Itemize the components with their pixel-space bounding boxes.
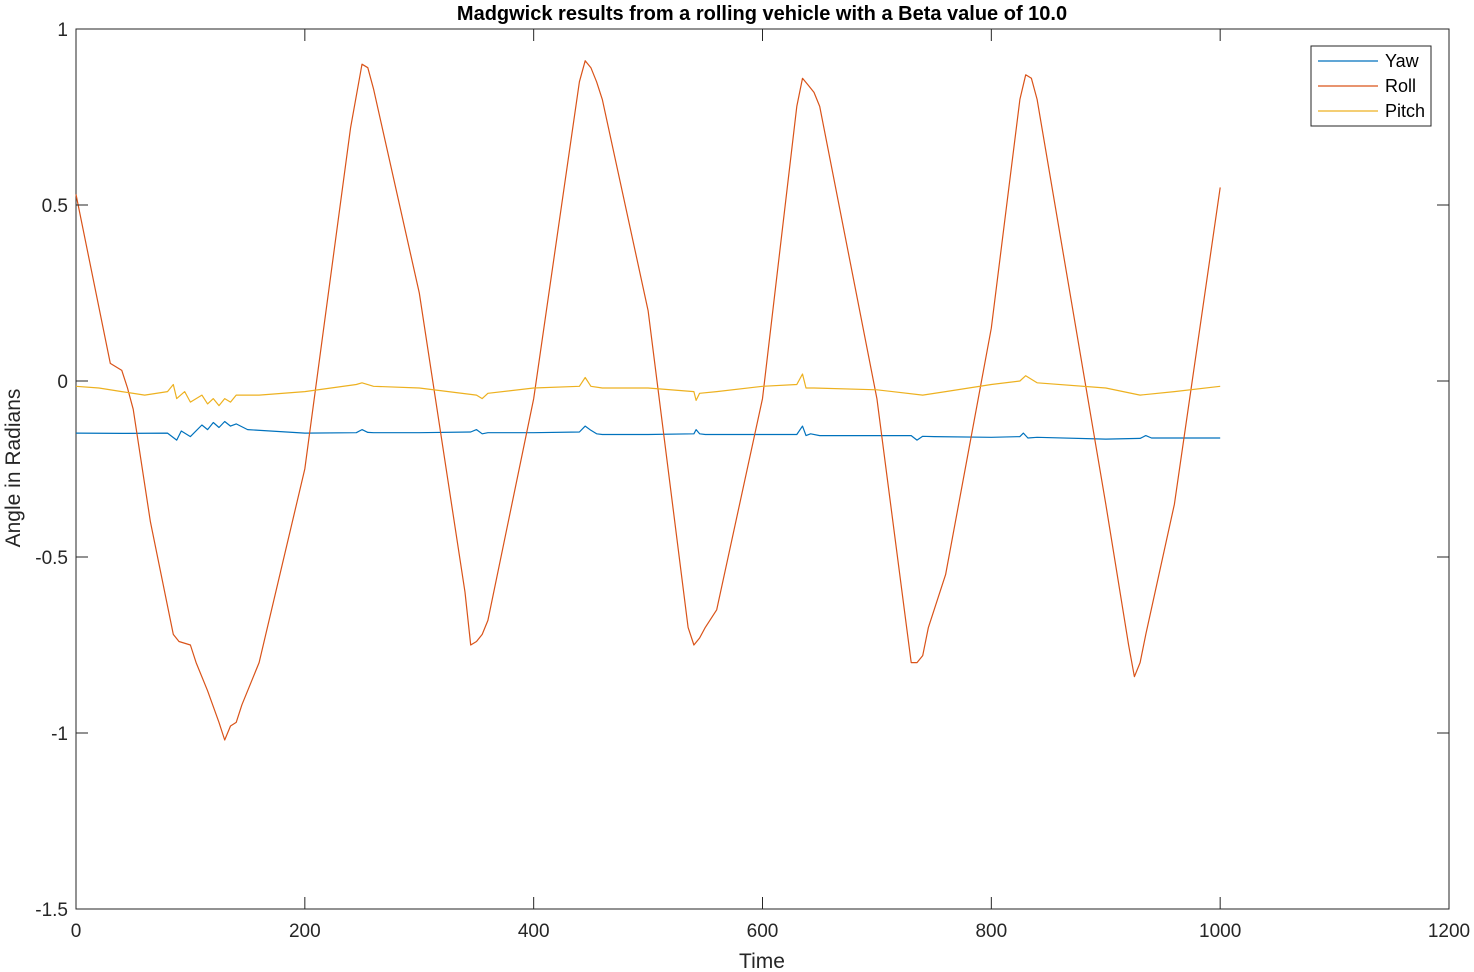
x-tick-label: 0	[71, 921, 82, 942]
series-line-pitch	[75, 373, 1221, 407]
x-tick-label: 600	[747, 921, 779, 942]
plot-area	[75, 28, 1450, 910]
series-layer	[75, 60, 1221, 741]
series-line-yaw	[75, 420, 1221, 441]
y-tick-label: -1	[51, 724, 68, 745]
x-tick-label: 1000	[1199, 921, 1241, 942]
x-tick-label: 800	[975, 921, 1007, 942]
chart-title: Madgwick results from a rolling vehicle …	[457, 3, 1067, 25]
x-tick-label: 1200	[1428, 921, 1470, 942]
series-line-roll	[75, 60, 1221, 741]
legend-label-pitch: Pitch	[1385, 101, 1425, 121]
x-tick-label: 200	[289, 921, 321, 942]
y-tick-label: 0	[57, 372, 68, 393]
x-tick-label: 400	[518, 921, 550, 942]
y-tick-label: 0.5	[42, 196, 68, 217]
y-tick-label: 1	[57, 20, 68, 41]
y-axis-label: Angle in Radians	[2, 389, 25, 548]
legend[interactable]: Yaw Roll Pitch	[1310, 45, 1432, 127]
tick-layer: 0 200 400 600 800 1000 1200 1 0.5 0 -0.5 -1 -1.5	[35, 20, 1470, 942]
x-axis-label: Time	[739, 950, 785, 972]
y-tick-label: -1.5	[35, 900, 68, 921]
y-tick-label: -0.5	[35, 548, 68, 569]
legend-label-roll: Roll	[1385, 76, 1416, 96]
legend-label-yaw: Yaw	[1385, 51, 1420, 71]
